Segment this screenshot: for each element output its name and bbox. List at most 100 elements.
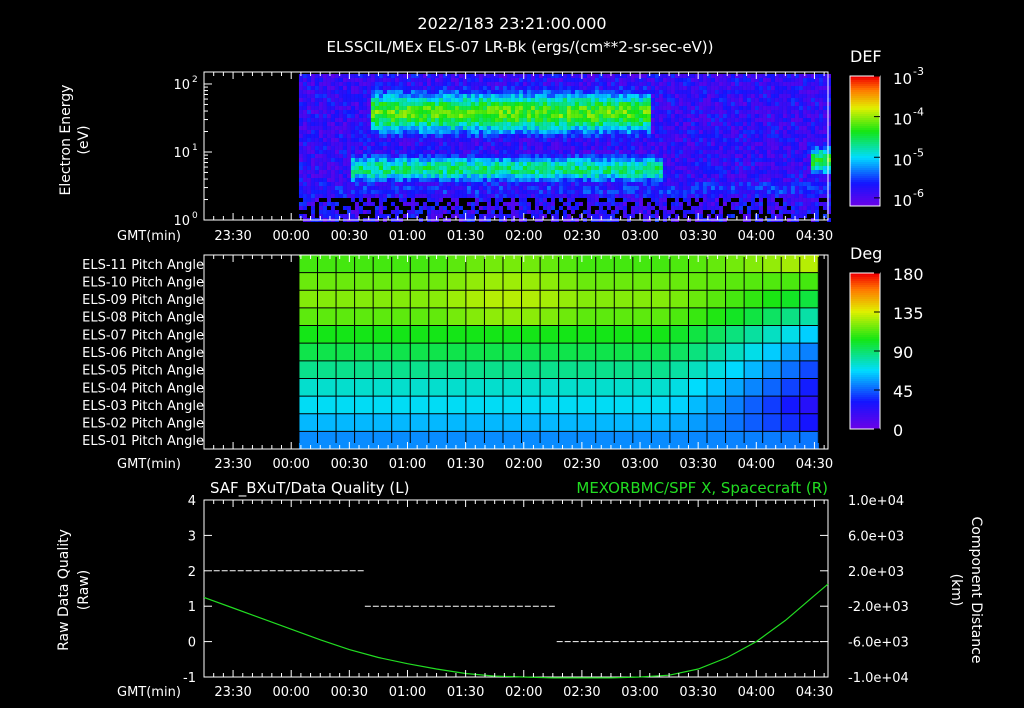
spectrogram-cell bbox=[742, 106, 747, 110]
spectrogram-cell bbox=[702, 190, 707, 194]
spectrogram-cell bbox=[542, 190, 547, 194]
spectrogram-cell bbox=[406, 114, 411, 118]
spectrogram-cell bbox=[318, 170, 323, 174]
spectrogram-cell bbox=[750, 78, 755, 82]
spectrogram-cell bbox=[422, 142, 427, 146]
spectrogram-cell bbox=[782, 142, 787, 146]
spectrogram-cell bbox=[622, 214, 627, 218]
spectrogram-cell bbox=[454, 182, 459, 186]
spectrogram-cell bbox=[326, 194, 331, 198]
spectrogram-cell bbox=[734, 194, 739, 198]
spectrogram-cell bbox=[634, 90, 639, 94]
spectrogram-cell bbox=[350, 134, 355, 138]
spectrogram-cell bbox=[790, 114, 795, 118]
spectrogram-cell bbox=[374, 162, 379, 166]
spectrogram-cell bbox=[330, 178, 335, 182]
spectrogram-cell bbox=[426, 210, 431, 214]
spectrogram-cell bbox=[770, 138, 775, 142]
spectrogram-cell bbox=[722, 94, 727, 98]
spectrogram-cell bbox=[314, 194, 319, 198]
pitch-angle-cell bbox=[447, 325, 467, 344]
spectrogram-cell bbox=[538, 186, 543, 190]
spectrogram-cell bbox=[778, 110, 783, 114]
spectrogram-cell bbox=[398, 162, 403, 166]
spectrogram-cell bbox=[494, 146, 499, 150]
spectrogram-cell bbox=[510, 142, 515, 146]
def-colorbar-tick-exponent: -4 bbox=[913, 106, 924, 119]
spectrogram-cell bbox=[582, 86, 587, 90]
spectrogram-cell bbox=[814, 126, 819, 130]
spectrogram-cell bbox=[366, 126, 371, 130]
spectrogram-cell bbox=[686, 198, 691, 202]
spectrogram-cell bbox=[562, 186, 567, 190]
spectrogram-cell bbox=[518, 194, 523, 198]
spectrogram-cell bbox=[718, 194, 723, 198]
spectrogram-cell bbox=[394, 86, 399, 90]
spectrogram-cell bbox=[702, 78, 707, 82]
def-colorbar-slice bbox=[850, 202, 880, 205]
spectrogram-cell bbox=[478, 178, 483, 182]
spectrogram-cell bbox=[658, 142, 663, 146]
spectrogram-cell bbox=[426, 134, 431, 138]
spectrogram-cell bbox=[670, 94, 675, 98]
spectrogram-cell bbox=[366, 178, 371, 182]
spectrogram-cell bbox=[770, 206, 775, 210]
spectrogram-cell bbox=[514, 114, 519, 118]
spectrogram-cell bbox=[318, 90, 323, 94]
spectrogram-cell bbox=[758, 118, 763, 122]
spectrogram-cell bbox=[534, 98, 539, 102]
spectrogram-cell bbox=[802, 78, 807, 82]
spectrogram-cell bbox=[498, 142, 503, 146]
spectrogram-cell bbox=[698, 86, 703, 90]
spectrogram-cell bbox=[778, 162, 783, 166]
spectrogram-cell bbox=[394, 130, 399, 134]
spectrogram-cell bbox=[394, 150, 399, 154]
spectrogram-cell bbox=[658, 166, 663, 170]
spectrogram-cell bbox=[586, 86, 591, 90]
spectrogram-cell bbox=[410, 146, 415, 150]
spectrogram-cell bbox=[786, 178, 791, 182]
spectrogram-cell bbox=[798, 86, 803, 90]
spectrogram-cell bbox=[554, 182, 559, 186]
spectrogram-cell bbox=[758, 78, 763, 82]
spectrogram-cell bbox=[402, 126, 407, 130]
spectrogram-cell bbox=[422, 194, 427, 198]
spectrogram-cell bbox=[818, 202, 823, 206]
spectrogram-cell bbox=[346, 78, 351, 82]
spectrogram-cell bbox=[782, 194, 787, 198]
spectrogram-cell bbox=[786, 134, 791, 138]
spectrogram-cell bbox=[306, 90, 311, 94]
spectrogram-cell bbox=[522, 202, 527, 206]
spectrogram-cell bbox=[370, 150, 375, 154]
spectrogram-cell bbox=[774, 202, 779, 206]
spectrogram-cell bbox=[438, 198, 443, 202]
spectrogram-cell bbox=[782, 146, 787, 150]
spectrogram-cell bbox=[366, 114, 371, 118]
spectrogram-cell bbox=[554, 210, 559, 214]
spectrogram-cell bbox=[778, 134, 783, 138]
spectrogram-cell bbox=[762, 186, 767, 190]
spectrogram-cell bbox=[378, 154, 383, 158]
spectrogram-cell bbox=[558, 82, 563, 86]
spectrogram-cell bbox=[298, 102, 303, 106]
spectrogram-cell bbox=[770, 126, 775, 130]
spectrogram-cell bbox=[638, 126, 643, 130]
spectrogram-cell bbox=[538, 94, 543, 98]
spectrogram-cell bbox=[802, 210, 807, 214]
spectrogram-cell bbox=[654, 178, 659, 182]
spectrogram-cell bbox=[494, 86, 499, 90]
pitch-angle-cell bbox=[354, 272, 374, 291]
spectrogram-cell bbox=[386, 150, 391, 154]
spectrogram-cell bbox=[594, 198, 599, 202]
spectrogram-cell bbox=[746, 210, 751, 214]
spectrogram-cell bbox=[626, 194, 631, 198]
spectrogram-cell bbox=[650, 190, 655, 194]
spectrogram-cell bbox=[414, 170, 419, 174]
spectrogram-cell bbox=[378, 186, 383, 190]
spectrogram-cell bbox=[694, 98, 699, 102]
spectrogram-cell bbox=[434, 98, 439, 102]
spectrogram-cell bbox=[306, 78, 311, 82]
spectrogram-cell bbox=[750, 102, 755, 106]
spectrogram-cell bbox=[462, 182, 467, 186]
spectrogram-cell bbox=[622, 186, 627, 190]
